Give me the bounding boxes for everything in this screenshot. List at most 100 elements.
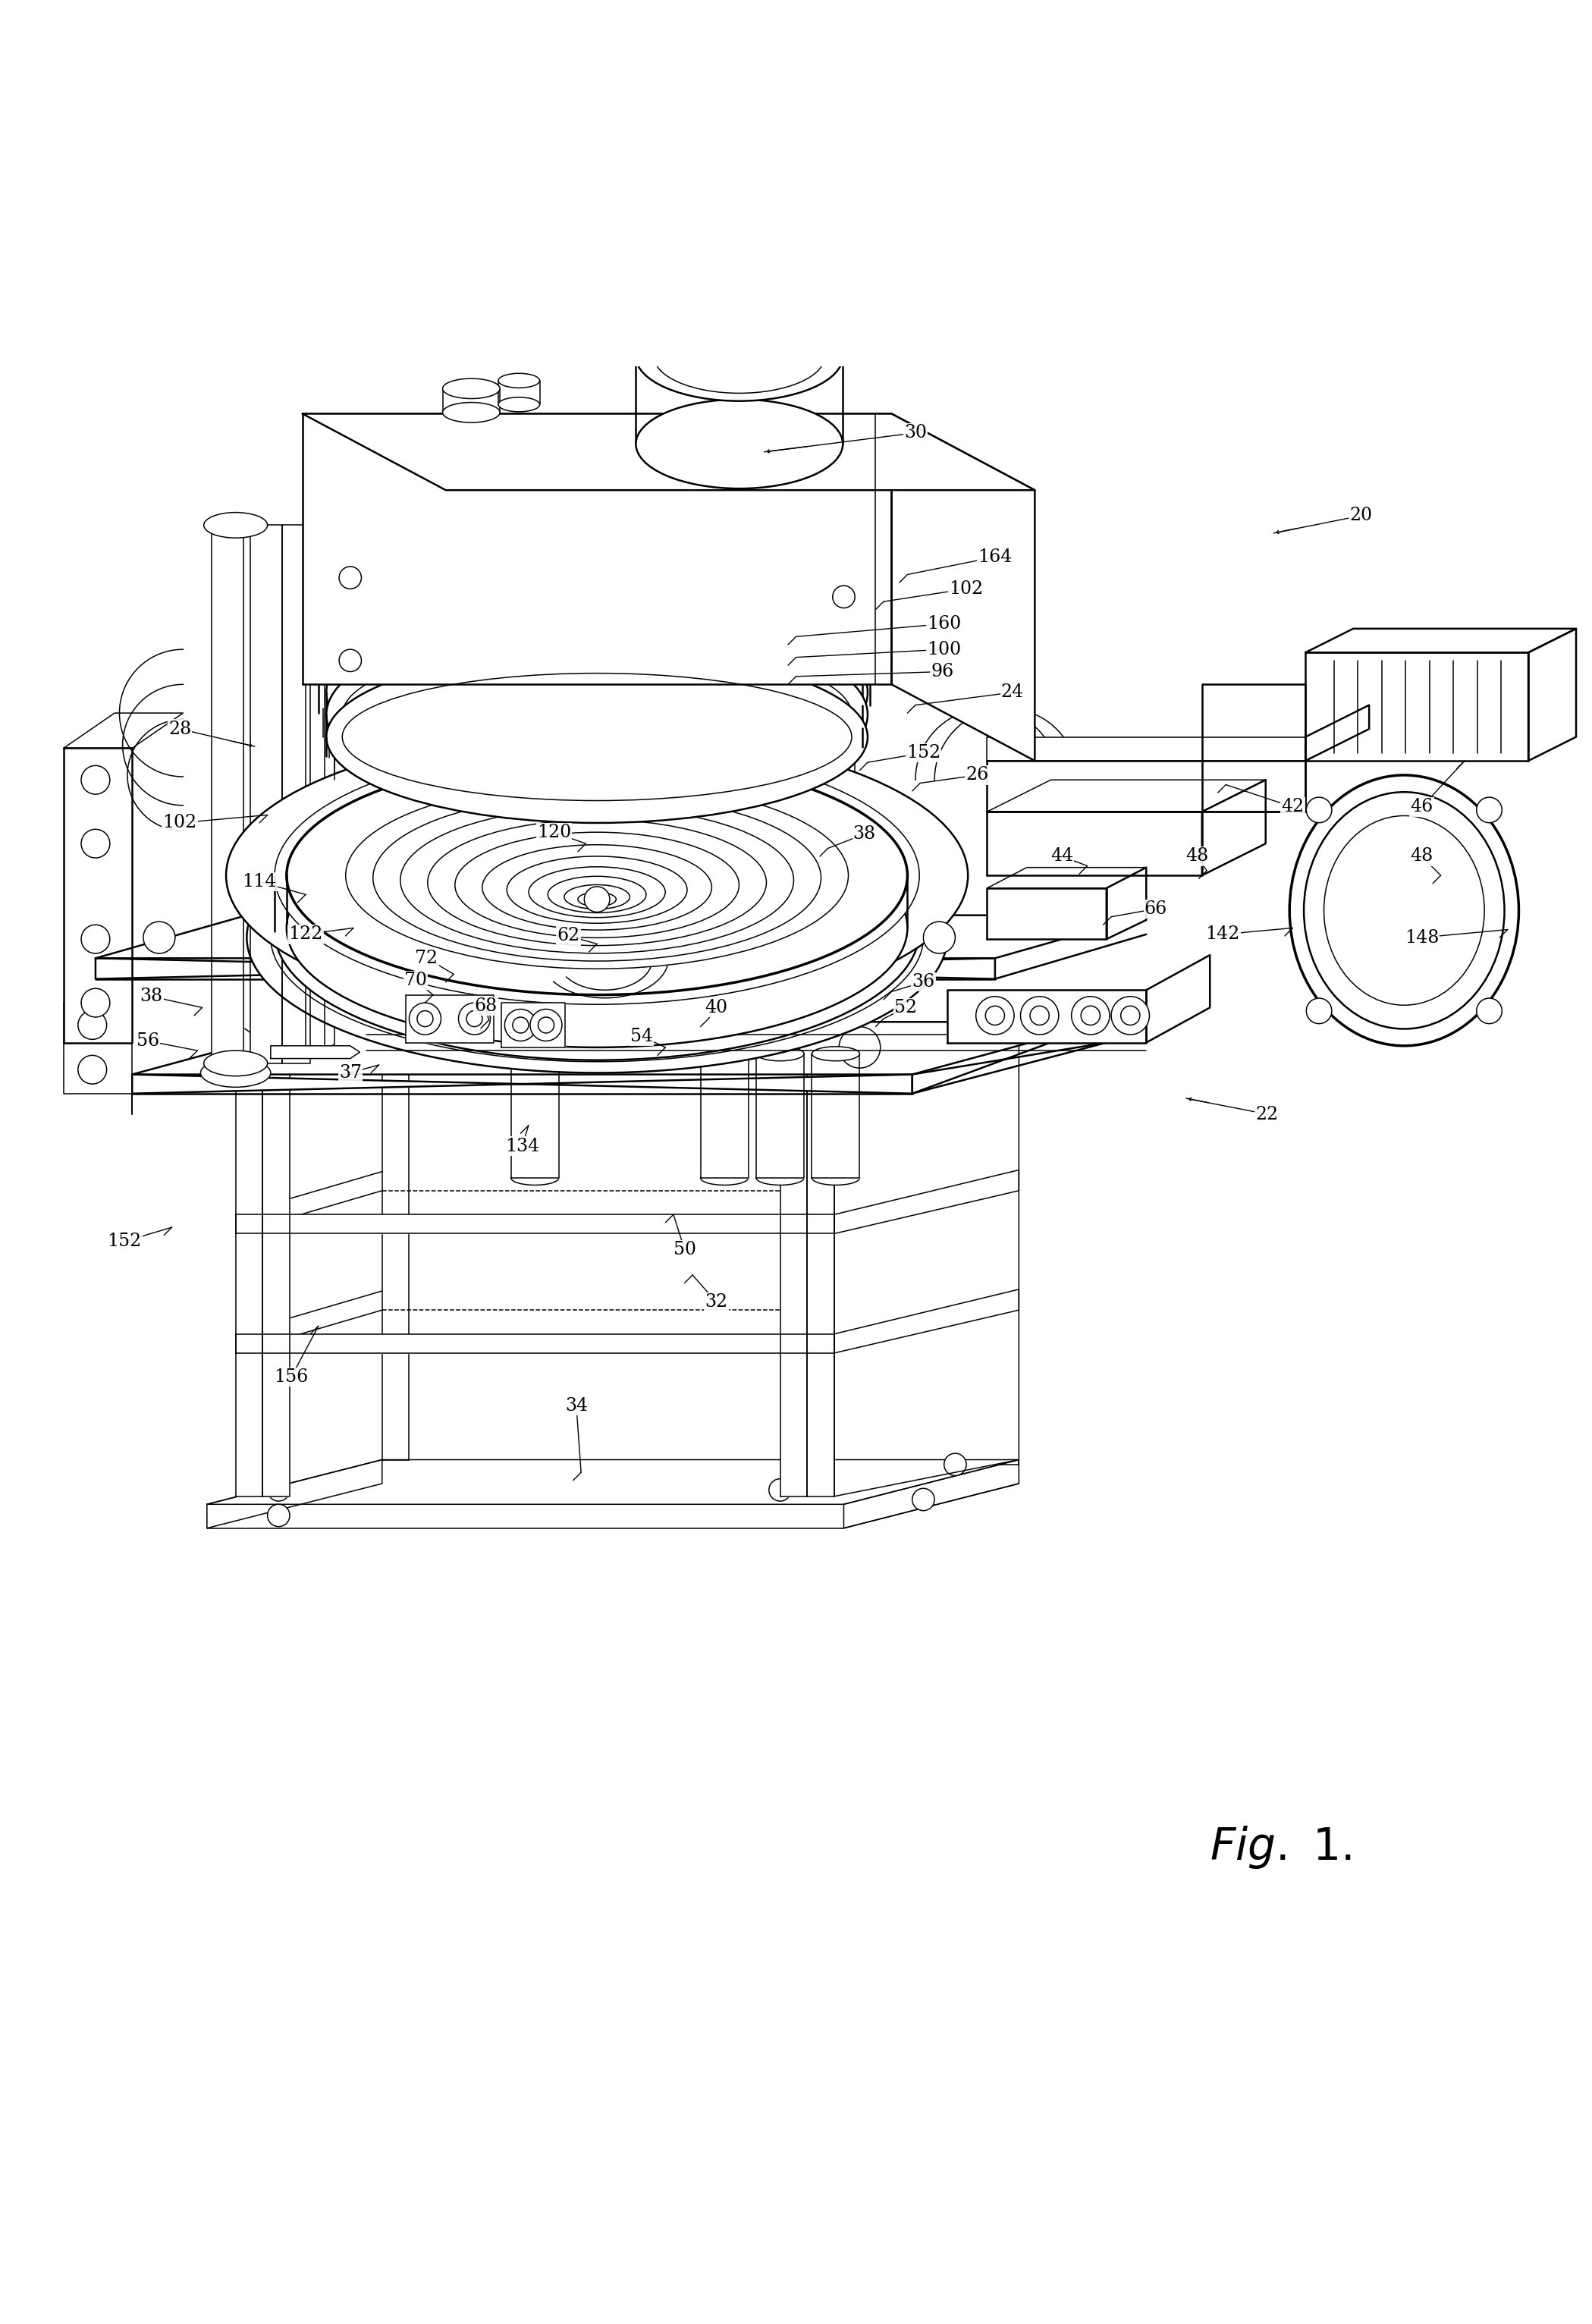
Polygon shape: [987, 781, 1266, 811]
Polygon shape: [306, 509, 325, 1050]
Circle shape: [839, 1027, 880, 1069]
Ellipse shape: [345, 783, 849, 969]
Ellipse shape: [455, 832, 739, 939]
Ellipse shape: [635, 311, 842, 402]
Ellipse shape: [326, 618, 868, 811]
Circle shape: [976, 997, 1014, 1034]
Text: 122: 122: [288, 925, 323, 944]
Text: 68: 68: [474, 997, 497, 1016]
Circle shape: [81, 988, 110, 1018]
Ellipse shape: [1304, 792, 1504, 1030]
Ellipse shape: [252, 741, 942, 1009]
Text: 100: 100: [927, 641, 962, 658]
Polygon shape: [236, 1215, 834, 1234]
Polygon shape: [807, 1057, 834, 1497]
Circle shape: [1476, 797, 1501, 823]
Ellipse shape: [548, 876, 646, 913]
Polygon shape: [834, 1290, 1019, 1353]
Circle shape: [944, 1452, 966, 1476]
Text: 36: 36: [912, 974, 935, 990]
Text: 37: 37: [339, 1064, 361, 1081]
Circle shape: [1307, 797, 1333, 823]
Polygon shape: [132, 1074, 912, 1095]
Circle shape: [1020, 997, 1059, 1034]
Circle shape: [78, 1055, 107, 1083]
Circle shape: [1476, 999, 1501, 1023]
Ellipse shape: [274, 802, 920, 1060]
Circle shape: [267, 1504, 290, 1527]
Circle shape: [267, 1478, 290, 1501]
Polygon shape: [756, 1053, 804, 1178]
Ellipse shape: [529, 867, 665, 918]
Polygon shape: [250, 525, 282, 1064]
Polygon shape: [271, 1046, 360, 1057]
Ellipse shape: [247, 802, 947, 1074]
Ellipse shape: [274, 746, 920, 1004]
Polygon shape: [212, 525, 244, 1064]
Polygon shape: [406, 995, 494, 1043]
Ellipse shape: [700, 1171, 748, 1185]
Text: 54: 54: [630, 1027, 653, 1046]
Circle shape: [513, 1018, 529, 1034]
Polygon shape: [892, 414, 1035, 760]
Polygon shape: [812, 1053, 860, 1178]
Text: 164: 164: [977, 548, 1013, 565]
Ellipse shape: [498, 397, 540, 411]
Ellipse shape: [506, 855, 688, 923]
Circle shape: [1071, 997, 1110, 1034]
Text: 26: 26: [966, 767, 989, 783]
Text: 70: 70: [404, 971, 427, 990]
Text: 40: 40: [705, 999, 728, 1016]
Text: 152: 152: [906, 744, 941, 762]
Text: 34: 34: [565, 1397, 587, 1415]
Text: 134: 134: [505, 1136, 540, 1155]
Ellipse shape: [812, 1046, 860, 1060]
Circle shape: [1111, 997, 1149, 1034]
Circle shape: [143, 923, 175, 953]
Ellipse shape: [812, 1171, 860, 1185]
Text: 44: 44: [1051, 848, 1073, 865]
Circle shape: [1121, 1006, 1140, 1025]
Text: 50: 50: [673, 1241, 696, 1257]
Polygon shape: [987, 811, 1202, 876]
Polygon shape: [1106, 867, 1146, 939]
Circle shape: [339, 567, 361, 588]
Polygon shape: [501, 1002, 565, 1048]
Polygon shape: [780, 1057, 807, 1497]
Text: 38: 38: [853, 825, 876, 844]
Text: 102: 102: [949, 581, 984, 597]
Ellipse shape: [564, 885, 630, 909]
Circle shape: [584, 885, 610, 911]
Polygon shape: [1202, 683, 1305, 811]
Text: 96: 96: [931, 662, 954, 681]
Polygon shape: [1146, 955, 1210, 1043]
Polygon shape: [236, 1334, 834, 1353]
Ellipse shape: [654, 321, 825, 393]
Polygon shape: [1202, 781, 1266, 876]
Ellipse shape: [326, 651, 868, 823]
Text: 42: 42: [1282, 797, 1304, 816]
Circle shape: [417, 1011, 433, 1027]
Ellipse shape: [756, 1171, 804, 1185]
Text: 72: 72: [416, 951, 438, 967]
Polygon shape: [987, 760, 1305, 811]
Text: 152: 152: [107, 1232, 142, 1250]
Circle shape: [912, 1487, 935, 1511]
Circle shape: [538, 1018, 554, 1034]
Ellipse shape: [443, 402, 500, 423]
Text: 46: 46: [1411, 797, 1433, 816]
Circle shape: [505, 1009, 537, 1041]
Polygon shape: [287, 876, 907, 927]
Polygon shape: [1305, 630, 1576, 653]
Circle shape: [466, 1011, 482, 1027]
Circle shape: [1081, 1006, 1100, 1025]
Polygon shape: [987, 888, 1106, 939]
Ellipse shape: [428, 820, 766, 946]
Ellipse shape: [511, 1046, 559, 1060]
Text: 156: 156: [274, 1369, 309, 1385]
Ellipse shape: [1325, 816, 1484, 1006]
Circle shape: [81, 925, 110, 953]
Ellipse shape: [287, 755, 907, 995]
Circle shape: [1083, 904, 1114, 937]
Polygon shape: [987, 737, 1305, 760]
